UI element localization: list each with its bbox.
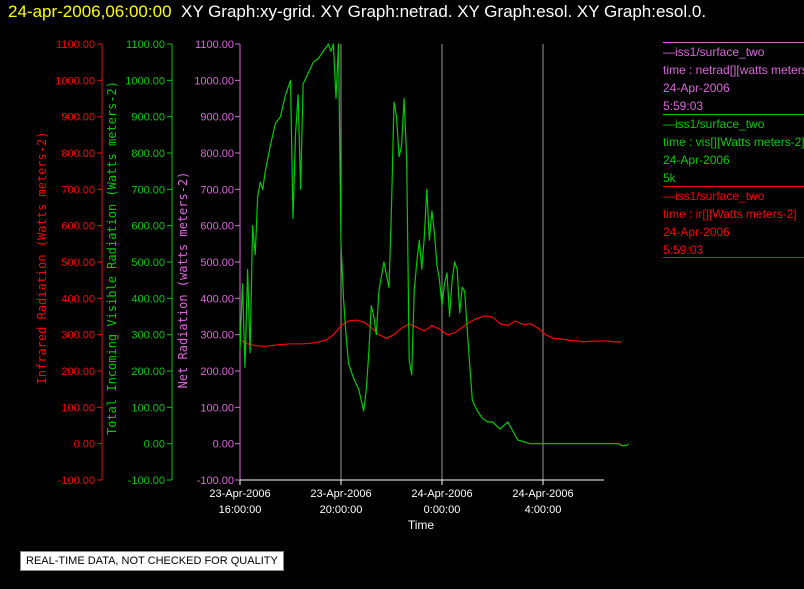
y-tick-label: 0.00 xyxy=(74,439,95,451)
y-tick-label: 600.00 xyxy=(61,221,95,233)
timestamp: 24-apr-2006,06:00:00 xyxy=(8,2,172,21)
legend-info: 5k xyxy=(663,171,676,185)
y-tick-label: 400.00 xyxy=(61,293,95,305)
y-tick-label: 800.00 xyxy=(131,148,165,160)
y-tick-label: 200.00 xyxy=(61,366,95,378)
y-tick-label: 300.00 xyxy=(131,330,165,342)
x-tick-label-date: 24-Apr-2006 xyxy=(512,488,573,500)
graph-list: XY Graph:xy-grid. XY Graph:netrad. XY Gr… xyxy=(180,2,707,21)
y-tick-label: 100.00 xyxy=(131,402,165,414)
y-tick-label: 800.00 xyxy=(200,148,234,160)
legend-station: —iss1/surface_two xyxy=(663,117,765,131)
series-line-ir xyxy=(239,315,622,347)
legend-divider xyxy=(663,257,804,258)
y-tick-label: -100.00 xyxy=(58,475,95,487)
legend-date: 24-Apr-2006 xyxy=(663,225,730,239)
y-tick-label: 400.00 xyxy=(131,293,165,305)
x-tick-label-date: 24-Apr-2006 xyxy=(411,488,472,500)
y-tick-label: 500.00 xyxy=(61,257,95,269)
y-axis-title: Infrared Radiation (Watts meters-2) xyxy=(35,132,49,385)
legend-field: time : vis[][Watts meters-2] xyxy=(663,135,804,149)
y-tick-label: 200.00 xyxy=(131,366,165,378)
y-tick-label: -100.00 xyxy=(197,475,234,487)
y-tick-label: 1100.00 xyxy=(56,39,95,51)
y-tick-label: 400.00 xyxy=(200,293,234,305)
legend-station: —iss1/surface_two xyxy=(663,189,765,203)
x-tick-label-date: 23-Apr-2006 xyxy=(209,488,270,500)
y-tick-label: 500.00 xyxy=(200,257,234,269)
series-line-vis xyxy=(239,43,630,447)
legend-field: time : netrad[][watts meters-2] xyxy=(663,63,804,77)
y-axis-title: Total Incoming Visible Radiation (Watts … xyxy=(105,81,119,435)
y-tick-label: 900.00 xyxy=(61,112,95,124)
y-tick-label: 500.00 xyxy=(131,257,165,269)
legend-station: —iss1/surface_two xyxy=(663,45,765,59)
legend-field: time : ir[][Watts meters-2] xyxy=(663,207,797,221)
y-tick-label: 0.00 xyxy=(144,439,165,451)
legend-date: 24-Apr-2006 xyxy=(663,81,730,95)
x-axis-title: Time xyxy=(408,518,435,532)
window-title: 24-apr-2006,06:00:00 XY Graph:xy-grid. X… xyxy=(8,2,706,22)
x-tick-label-time: 20:00:00 xyxy=(320,504,363,516)
legend-date: 24-Apr-2006 xyxy=(663,153,730,167)
y-tick-label: 200.00 xyxy=(200,366,234,378)
x-tick-label-time: 16:00:00 xyxy=(219,504,262,516)
y-tick-label: 300.00 xyxy=(200,330,234,342)
x-tick-label-time: 4:00:00 xyxy=(525,504,562,516)
y-tick-label: 700.00 xyxy=(200,184,234,196)
y-tick-label: 1100.00 xyxy=(126,39,165,51)
y-tick-label: 600.00 xyxy=(200,221,234,233)
y-tick-label: 900.00 xyxy=(131,112,165,124)
y-tick-label: 1000.00 xyxy=(125,75,165,87)
quality-notice: REAL-TIME DATA, NOT CHECKED FOR QUALITY xyxy=(20,551,284,571)
y-tick-label: 0.00 xyxy=(213,439,234,451)
y-tick-label: 100.00 xyxy=(200,402,234,414)
y-tick-label: 1100.00 xyxy=(195,39,234,51)
y-axis-title: Net Radiation (watts meters-2) xyxy=(176,172,190,389)
x-tick-label-time: 0:00:00 xyxy=(424,504,461,516)
y-tick-label: 700.00 xyxy=(131,184,165,196)
y-tick-label: 600.00 xyxy=(131,221,165,233)
y-tick-label: -100.00 xyxy=(128,475,165,487)
y-tick-label: 1000.00 xyxy=(194,75,234,87)
y-tick-label: 900.00 xyxy=(200,112,234,124)
legend-info: 5:59:03 xyxy=(663,243,704,257)
y-tick-label: 700.00 xyxy=(61,184,95,196)
y-tick-label: 300.00 xyxy=(61,330,95,342)
y-tick-label: 800.00 xyxy=(61,148,95,160)
y-tick-label: 100.00 xyxy=(61,402,95,414)
x-tick-label-date: 23-Apr-2006 xyxy=(310,488,371,500)
legend-info: 5:59:03 xyxy=(663,99,704,113)
y-tick-label: 1000.00 xyxy=(55,75,95,87)
